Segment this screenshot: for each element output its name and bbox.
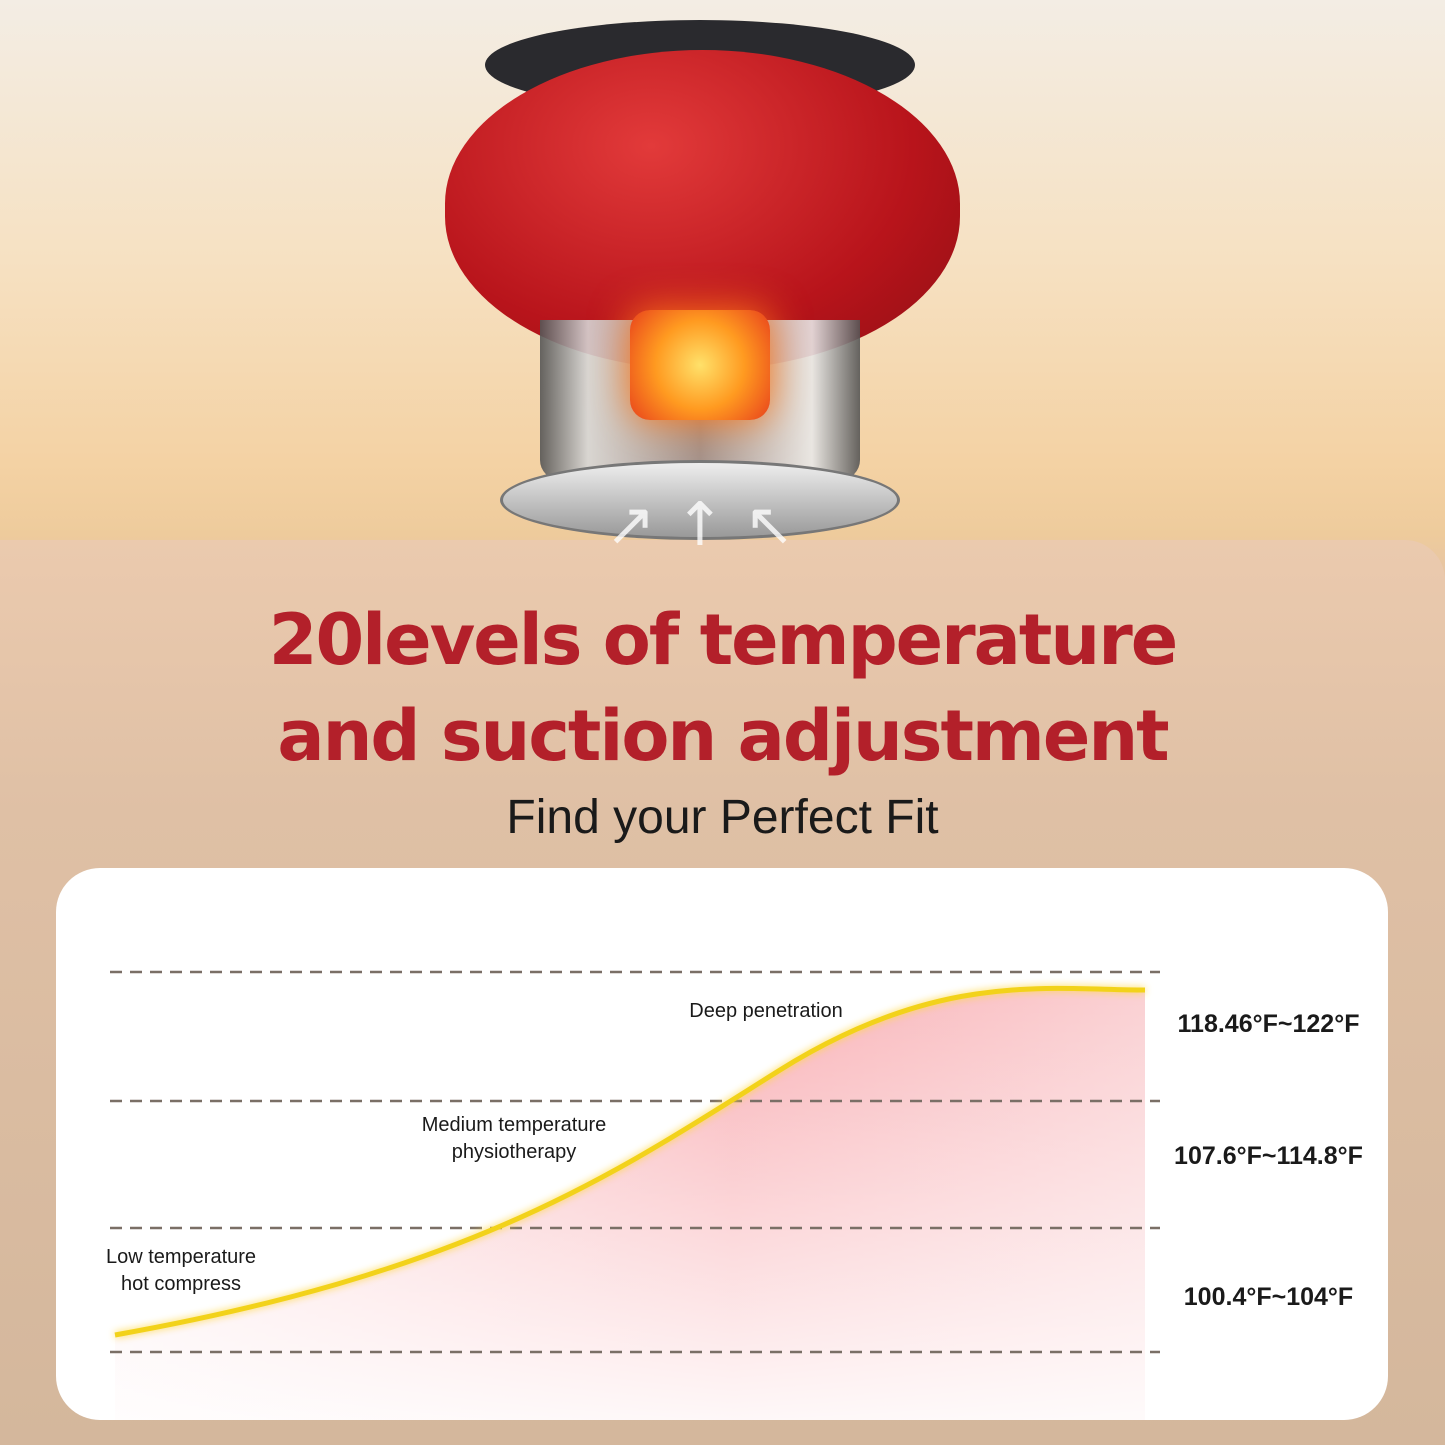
stage-label-text: physiotherapy bbox=[451, 1141, 577, 1163]
area-fade bbox=[115, 1000, 1155, 1420]
temp-range-medium: 107.6°F~114.8°F bbox=[1174, 1142, 1363, 1170]
headline-line-1: 20levels of temperature bbox=[268, 599, 1178, 681]
stage-label-text: Deep penetration bbox=[689, 1000, 843, 1022]
up-arrow-icon: ↗ ↑ ↖ bbox=[605, 490, 795, 560]
cupping-device-illustration: ↗ ↑ ↖ bbox=[440, 20, 970, 580]
headline-line-2: and suction adjustment bbox=[277, 695, 1169, 777]
stage-label-text: hot compress bbox=[120, 1273, 242, 1295]
temp-range-deep: 118.46°F~122°F bbox=[1177, 1010, 1360, 1038]
stage-label-text: Medium temperature bbox=[421, 1114, 607, 1136]
stage-label-text: Low temperature bbox=[105, 1246, 257, 1268]
device-rim bbox=[500, 460, 900, 540]
heating-led bbox=[630, 310, 770, 420]
temperature-curve-chart bbox=[110, 970, 1160, 1420]
stage-label-deep: Deep penetration bbox=[636, 998, 896, 1025]
temp-range-low: 100.4°F~104°F bbox=[1183, 1283, 1354, 1311]
subtitle: Find your Perfect Fit bbox=[506, 791, 939, 844]
stage-label-medium: Medium temperature physiotherapy bbox=[374, 1112, 654, 1166]
temperature-curve bbox=[114, 985, 1146, 1338]
stage-label-low: Low temperature hot compress bbox=[66, 1244, 296, 1298]
headline: 20levels of temperature and suction adjus… bbox=[0, 592, 1445, 784]
temperature-chart-card: Deep penetration Medium temperature physi… bbox=[56, 868, 1388, 1420]
